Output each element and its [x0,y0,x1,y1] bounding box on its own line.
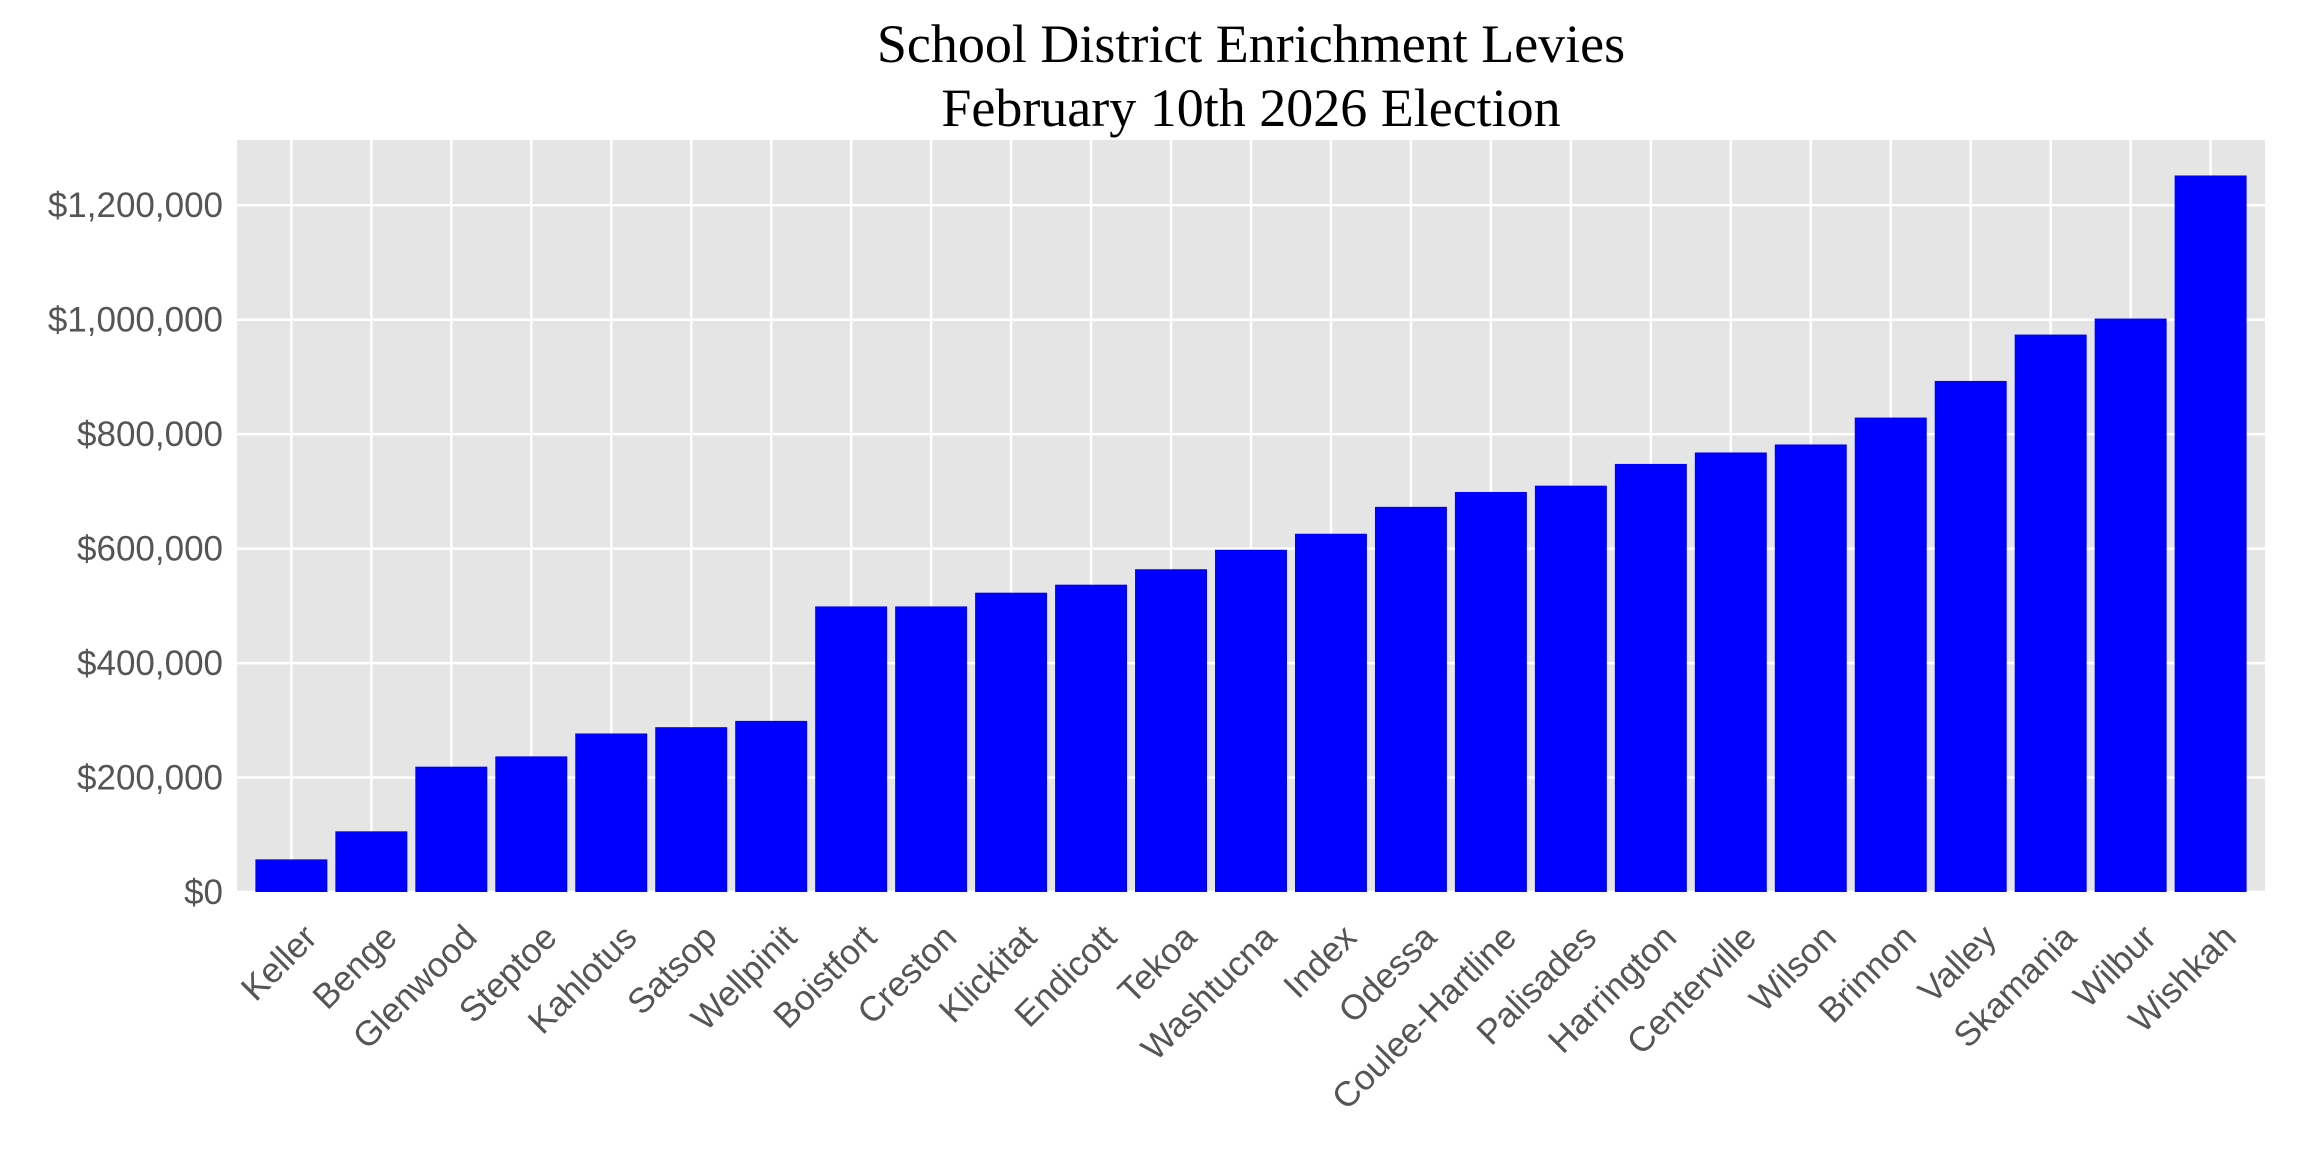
chart-title-line-1: School District Enrichment Levies [877,14,1625,74]
bar-skamania [2014,334,2087,892]
bar-boistfort [815,606,888,892]
y-tick-label: $800,000 [77,415,223,454]
bar-palisades [1534,485,1607,892]
y-tick-label: $0 [184,873,223,912]
bar-harrington [1614,463,1687,892]
y-tick-label: $1,200,000 [48,186,223,225]
bar-coulee-hartline [1454,491,1527,892]
bar-wishkah [2174,175,2247,893]
chart-title-line-2: February 10th 2026 Election [941,78,1560,138]
bar-valley [1934,380,2007,892]
x-axis-ticks: KellerBengeGlenwoodSteptoeKahlotusSatsop… [234,917,2244,1117]
y-tick-label: $1,000,000 [48,301,223,340]
bar-benge [335,831,408,892]
bar-wilson [1774,444,1847,892]
y-axis-ticks: $0 $200,000 $400,000 $600,000 $800,000 $1,000… [48,186,223,912]
bar-steptoe [495,756,568,892]
bar-satsop [655,727,728,892]
bar-glenwood [415,766,488,892]
bar-kahlotus [575,733,648,892]
bar-klickitat [975,592,1048,892]
bar-odessa [1374,506,1447,892]
y-tick-label: $200,000 [77,759,223,798]
bar-endicott [1055,584,1128,892]
bar-index [1294,533,1367,892]
bar-washtucna [1215,549,1287,892]
bar-wellpinit [735,720,808,892]
bar-creston [895,606,968,892]
bar-wilbur [2094,318,2167,892]
bar-centerville [1694,452,1767,892]
bar-brinnon [1854,417,1927,892]
y-tick-label: $600,000 [77,530,223,569]
bar-tekoa [1135,569,1208,892]
bars [255,175,2247,893]
bar-keller [255,859,328,892]
y-tick-label: $400,000 [77,644,223,683]
